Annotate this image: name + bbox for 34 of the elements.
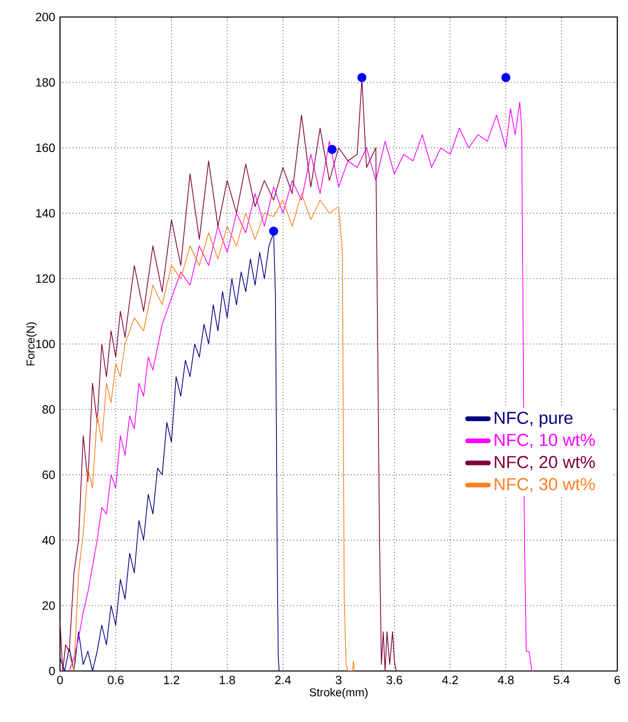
point — [501, 72, 510, 82]
legend-label: NFC, 10 wt% — [494, 434, 595, 448]
point — [269, 226, 278, 236]
x-tick-label: 1.2 — [164, 676, 180, 684]
y-tick-label: 100 — [36, 340, 55, 348]
x-tick-label: 5.4 — [554, 676, 570, 684]
y-tick-label: 120 — [36, 274, 55, 283]
line-series — [68, 193, 355, 671]
y-tick-label: 40 — [42, 536, 55, 544]
y-tick-label: 180 — [36, 78, 55, 87]
line-series — [68, 102, 534, 671]
y-tick-label: 140 — [36, 208, 55, 218]
y-tick-label: 200 — [36, 12, 55, 22]
legend-label: NFC, pure — [494, 412, 573, 428]
y-tick-label: 60 — [42, 470, 55, 480]
x-tick-label: 4.8 — [498, 676, 514, 684]
y-axis-title: Force(N) — [26, 322, 37, 366]
point — [328, 144, 337, 154]
y-tick-label: 80 — [42, 405, 55, 414]
y-tick-label: 160 — [36, 144, 55, 152]
x-tick-label: 6 — [614, 676, 620, 684]
y-tick-label: 20 — [42, 601, 55, 610]
x-tick-label: 0 — [57, 676, 63, 684]
legend-label: NFC, 20 wt% — [494, 456, 595, 470]
y-tick-label: 0 — [49, 666, 55, 676]
x-tick-label: 0.6 — [108, 676, 124, 684]
x-tick-label: 2.4 — [275, 676, 291, 684]
legend-label: NFC, 30 wt% — [494, 478, 595, 492]
point — [357, 72, 366, 82]
x-tick-label: 3 — [336, 676, 342, 684]
x-axis-title: Stroke(mm) — [310, 688, 368, 699]
x-tick-label: 1.8 — [220, 676, 236, 684]
x-tick-label: 3.6 — [386, 676, 402, 684]
x-tick-label: 4.2 — [442, 676, 458, 684]
